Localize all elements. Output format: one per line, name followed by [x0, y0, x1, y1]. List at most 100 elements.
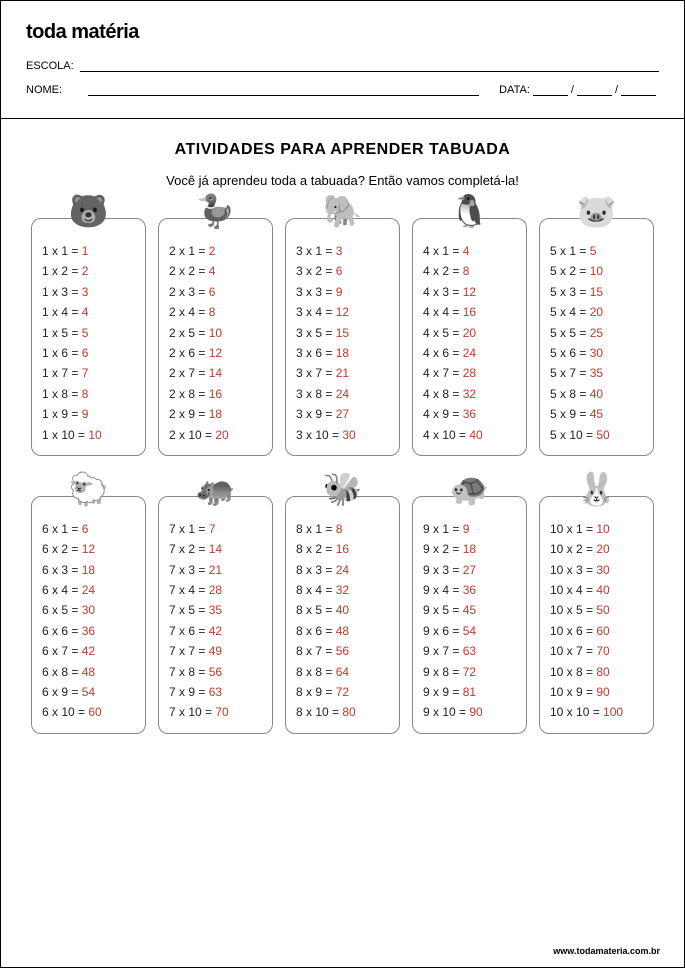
- table-card-5: 🐷5 x 1 = 55 x 2 = 105 x 3 = 155 x 4 = 20…: [539, 218, 654, 456]
- answer-value: 16: [336, 542, 349, 556]
- answer-value: 45: [463, 603, 476, 617]
- answer-value: 7: [82, 366, 89, 380]
- answer-value: 24: [336, 387, 349, 401]
- equation-text: 5 x 9 =: [550, 407, 590, 421]
- answer-value: 21: [336, 366, 349, 380]
- mult-row: 5 x 4 = 20: [550, 302, 645, 322]
- equation-text: 8 x 7 =: [296, 644, 336, 658]
- answer-value: 16: [209, 387, 222, 401]
- mult-row: 9 x 10 = 90: [423, 702, 518, 722]
- mult-row: 6 x 7 = 42: [42, 641, 137, 661]
- equation-text: 6 x 5 =: [42, 603, 82, 617]
- mult-row: 7 x 5 = 35: [169, 600, 264, 620]
- mult-row: 7 x 3 = 21: [169, 560, 264, 580]
- escola-field: ESCOLA:: [26, 58, 659, 72]
- mult-row: 8 x 1 = 8: [296, 519, 391, 539]
- equation-text: 6 x 8 =: [42, 665, 82, 679]
- data-year-line[interactable]: [621, 82, 656, 96]
- animal-icon: 🐧: [446, 191, 494, 231]
- answer-value: 54: [82, 685, 95, 699]
- nome-line[interactable]: [88, 82, 479, 96]
- table-card-2: 🦆2 x 1 = 22 x 2 = 42 x 3 = 62 x 4 = 82 x…: [158, 218, 273, 456]
- equation-text: 3 x 8 =: [296, 387, 336, 401]
- table-card-8: 🐝8 x 1 = 88 x 2 = 168 x 3 = 248 x 4 = 32…: [285, 496, 400, 734]
- mult-row: 10 x 8 = 80: [550, 662, 645, 682]
- equation-text: 7 x 6 =: [169, 624, 209, 638]
- mult-row: 4 x 3 = 12: [423, 282, 518, 302]
- escola-label: ESCOLA:: [26, 60, 74, 72]
- equation-text: 2 x 6 =: [169, 346, 209, 360]
- answer-value: 20: [596, 542, 609, 556]
- answer-value: 70: [215, 705, 228, 719]
- escola-line[interactable]: [80, 58, 659, 72]
- equation-text: 8 x 9 =: [296, 685, 336, 699]
- answer-value: 25: [590, 326, 603, 340]
- answer-value: 56: [336, 644, 349, 658]
- answer-value: 35: [209, 603, 222, 617]
- answer-value: 50: [596, 603, 609, 617]
- answer-value: 12: [463, 285, 476, 299]
- table-card-4: 🐧4 x 1 = 44 x 2 = 84 x 3 = 124 x 4 = 164…: [412, 218, 527, 456]
- answer-value: 42: [209, 624, 222, 638]
- mult-row: 10 x 9 = 90: [550, 682, 645, 702]
- equation-text: 4 x 4 =: [423, 305, 463, 319]
- equation-text: 9 x 8 =: [423, 665, 463, 679]
- equation-text: 4 x 2 =: [423, 264, 463, 278]
- answer-value: 10: [88, 428, 101, 442]
- answer-value: 5: [82, 326, 89, 340]
- equation-text: 4 x 3 =: [423, 285, 463, 299]
- answer-value: 18: [82, 563, 95, 577]
- mult-row: 3 x 7 = 21: [296, 363, 391, 383]
- answer-value: 14: [209, 366, 222, 380]
- equation-text: 2 x 7 =: [169, 366, 209, 380]
- equation-text: 4 x 7 =: [423, 366, 463, 380]
- answer-value: 4: [82, 305, 89, 319]
- data-day-line[interactable]: [533, 82, 568, 96]
- mult-row: 6 x 3 = 18: [42, 560, 137, 580]
- equation-text: 2 x 8 =: [169, 387, 209, 401]
- mult-row: 2 x 8 = 16: [169, 384, 264, 404]
- answer-value: 63: [209, 685, 222, 699]
- mult-row: 8 x 7 = 56: [296, 641, 391, 661]
- answer-value: 36: [463, 407, 476, 421]
- equation-text: 9 x 2 =: [423, 542, 463, 556]
- mult-row: 6 x 9 = 54: [42, 682, 137, 702]
- mult-row: 8 x 2 = 16: [296, 539, 391, 559]
- equation-text: 10 x 10 =: [550, 705, 603, 719]
- mult-row: 3 x 3 = 9: [296, 282, 391, 302]
- mult-row: 6 x 10 = 60: [42, 702, 137, 722]
- equation-text: 1 x 4 =: [42, 305, 82, 319]
- worksheet-subtitle: Você já aprendeu toda a tabuada? Então v…: [26, 173, 659, 188]
- data-month-line[interactable]: [577, 82, 612, 96]
- table-card-7: 🦛7 x 1 = 77 x 2 = 147 x 3 = 217 x 4 = 28…: [158, 496, 273, 734]
- mult-row: 7 x 4 = 28: [169, 580, 264, 600]
- mult-row: 9 x 7 = 63: [423, 641, 518, 661]
- animal-icon: 🐰: [573, 469, 621, 509]
- equation-text: 2 x 2 =: [169, 264, 209, 278]
- mult-row: 6 x 5 = 30: [42, 600, 137, 620]
- mult-row: 10 x 7 = 70: [550, 641, 645, 661]
- equation-text: 3 x 5 =: [296, 326, 336, 340]
- answer-value: 20: [463, 326, 476, 340]
- equation-text: 1 x 1 =: [42, 244, 82, 258]
- answer-value: 10: [590, 264, 603, 278]
- mult-row: 6 x 6 = 36: [42, 621, 137, 641]
- mult-row: 8 x 3 = 24: [296, 560, 391, 580]
- mult-row: 4 x 6 = 24: [423, 343, 518, 363]
- mult-row: 5 x 8 = 40: [550, 384, 645, 404]
- equation-text: 9 x 5 =: [423, 603, 463, 617]
- mult-row: 5 x 6 = 30: [550, 343, 645, 363]
- date-sep-1: /: [571, 84, 574, 96]
- mult-row: 7 x 7 = 49: [169, 641, 264, 661]
- answer-value: 8: [336, 522, 343, 536]
- answer-value: 12: [209, 346, 222, 360]
- mult-row: 6 x 1 = 6: [42, 519, 137, 539]
- equation-text: 7 x 9 =: [169, 685, 209, 699]
- equation-text: 8 x 3 =: [296, 563, 336, 577]
- date-sep-2: /: [615, 84, 618, 96]
- equation-text: 9 x 4 =: [423, 583, 463, 597]
- answer-value: 80: [342, 705, 355, 719]
- mult-row: 1 x 7 = 7: [42, 363, 137, 383]
- answer-value: 3: [82, 285, 89, 299]
- equation-text: 6 x 4 =: [42, 583, 82, 597]
